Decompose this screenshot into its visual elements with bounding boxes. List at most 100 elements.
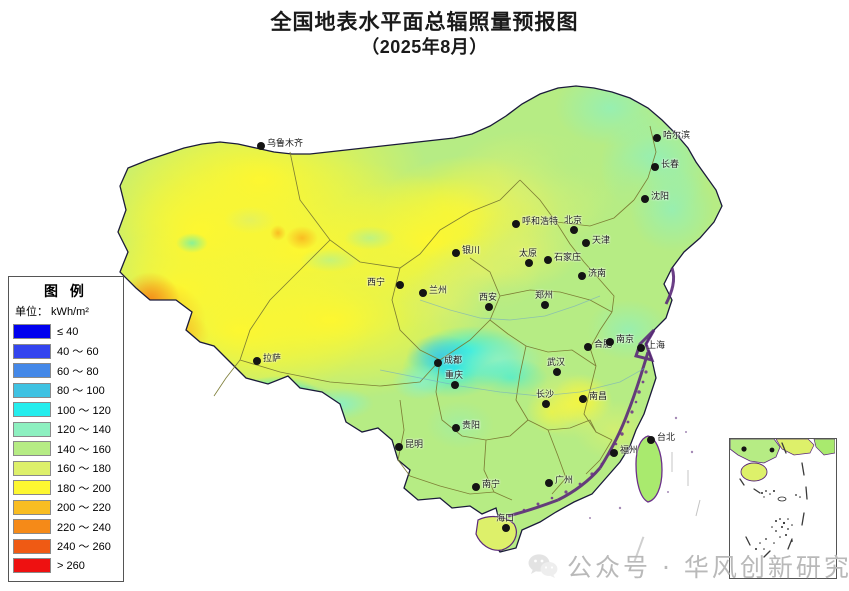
- legend-swatch: [13, 324, 51, 340]
- city-dot: [525, 259, 533, 267]
- city-dot: [452, 424, 460, 432]
- city-dot: [606, 338, 614, 346]
- legend-row: 60 ～ 80: [13, 361, 119, 381]
- city-dot: [570, 226, 578, 234]
- city-dot: [578, 272, 586, 280]
- legend-row: > 260: [13, 556, 119, 576]
- legend-label: 160 ～ 180: [57, 463, 111, 476]
- city-dot: [582, 239, 590, 247]
- city-dot: [545, 479, 553, 487]
- legend-label: 40 ～ 60: [57, 346, 99, 359]
- city-dot: [502, 524, 510, 532]
- city-label: 长沙: [536, 390, 555, 400]
- legend-label: 100 ～ 120: [57, 404, 111, 417]
- legend-label: 60 ～ 80: [57, 365, 99, 378]
- city-label: 南京: [616, 335, 635, 345]
- legend-label: > 260: [57, 559, 85, 572]
- city-dot: [542, 400, 550, 408]
- city-label: 上海: [647, 341, 666, 351]
- city-dot: [544, 256, 552, 264]
- legend-label: 200 ～ 220: [57, 502, 111, 515]
- city-label: 呼和浩特: [522, 217, 559, 227]
- city-dot: [637, 344, 645, 352]
- legend-entry-list: ≤ 40 40 ～ 60 60 ～ 80 80 ～ 100 100 ～ 120 120 ～…: [13, 322, 119, 576]
- legend-row: 100 ～ 120: [13, 400, 119, 420]
- legend-row: 200 ～ 220: [13, 498, 119, 518]
- city-label: 长春: [661, 160, 680, 170]
- city-dot: [485, 303, 493, 311]
- city-label: 合肥: [594, 340, 613, 350]
- city-label: 北京: [564, 216, 583, 226]
- city-label: 重庆: [445, 371, 464, 381]
- legend-label: 140 ～ 160: [57, 443, 111, 456]
- city-label: 武汉: [547, 358, 566, 368]
- city-label: 兰州: [429, 286, 448, 296]
- legend-swatch: [13, 421, 51, 437]
- legend-swatch: [13, 363, 51, 379]
- city-label: 成都: [444, 356, 463, 366]
- legend-row: 40 ～ 60: [13, 342, 119, 362]
- city-label: 天津: [592, 236, 611, 246]
- city-label: 沈阳: [651, 192, 670, 202]
- city-dot: [579, 395, 587, 403]
- legend-row: 220 ～ 240: [13, 517, 119, 537]
- city-dot: [647, 436, 655, 444]
- city-label: 济南: [588, 269, 607, 279]
- city-label: 广州: [555, 476, 574, 486]
- city-label: 拉萨: [263, 354, 282, 364]
- city-dot: [257, 142, 265, 150]
- city-dot: [396, 281, 404, 289]
- province-borders: [213, 125, 657, 501]
- legend-label: 120 ～ 140: [57, 424, 111, 437]
- taiwan-island: [635, 435, 663, 503]
- legend-row: 140 ～ 160: [13, 439, 119, 459]
- legend-row: 80 ～ 100: [13, 381, 119, 401]
- city-label: 西宁: [366, 278, 385, 288]
- city-dot: [452, 249, 460, 257]
- sea-dash-lines: [671, 452, 701, 517]
- city-label: 石家庄: [554, 253, 582, 263]
- city-label: 南昌: [589, 392, 608, 402]
- legend-swatch: [13, 480, 51, 496]
- city-label: 台北: [657, 433, 676, 443]
- city-dot: [451, 381, 459, 389]
- city-dot: [395, 443, 403, 451]
- coastal-islands: [522, 370, 648, 512]
- legend-row: 240 ～ 260: [13, 537, 119, 557]
- city-dot: [434, 359, 442, 367]
- south-china-sea-inset: [729, 438, 837, 579]
- city-label: 太原: [519, 249, 538, 259]
- city-label: 郑州: [535, 291, 554, 301]
- legend-label: 220 ～ 240: [57, 521, 111, 534]
- legend-swatch: [13, 382, 51, 398]
- city-dot: [512, 220, 520, 228]
- city-label: 昆明: [405, 440, 424, 450]
- legend-unit: 单位： kWh/m²: [15, 306, 89, 318]
- legend-swatch: [13, 460, 51, 476]
- city-label: 贵阳: [462, 421, 481, 431]
- legend-swatch: [13, 402, 51, 418]
- city-dot: [641, 195, 649, 203]
- legend-panel: 图 例 单位： kWh/m² ≤ 40 40 ～ 60 60 ～ 80 80 ～ 10…: [8, 276, 124, 582]
- city-dot: [253, 357, 261, 365]
- legend-swatch: [13, 538, 51, 554]
- city-dot: [610, 449, 618, 457]
- legend-label: 240 ～ 260: [57, 541, 111, 554]
- legend-swatch: [13, 558, 51, 574]
- city-dot: [553, 368, 561, 376]
- city-label: 乌鲁木齐: [267, 139, 304, 149]
- legend-swatch: [13, 441, 51, 457]
- city-dot: [472, 483, 480, 491]
- legend-label: 180 ～ 200: [57, 482, 111, 495]
- inset-svg: [730, 439, 835, 558]
- legend-swatch: [13, 343, 51, 359]
- offshore-marks: [589, 416, 694, 519]
- legend-label: 80 ～ 100: [57, 385, 105, 398]
- legend-swatch: [13, 519, 51, 535]
- rivers: [379, 295, 646, 397]
- city-label: 西安: [479, 293, 498, 303]
- city-dot: [651, 163, 659, 171]
- city-label: 海口: [496, 514, 515, 524]
